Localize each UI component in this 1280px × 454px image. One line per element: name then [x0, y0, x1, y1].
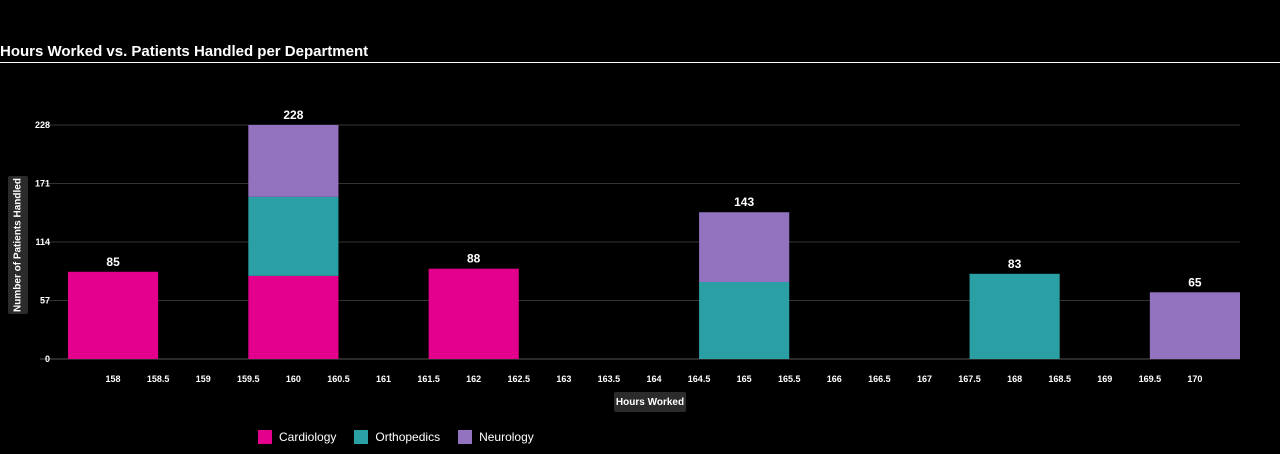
x-tick-label: 162.5 — [508, 374, 531, 384]
x-tick-labels: 158 158.5 159 159.5 160 160.5 161 161.5 162 162.5… — [106, 374, 1203, 384]
bar-neurology-165[interactable] — [699, 212, 790, 283]
x-tick-label: 166.5 — [868, 374, 891, 384]
legend-label-cardiology: Cardiology — [279, 430, 337, 444]
total-labels: 85 228 88 143 83 65 — [106, 108, 1202, 289]
x-tick-label: 160.5 — [327, 374, 350, 384]
bar-orthopedics-168[interactable] — [969, 273, 1060, 359]
y-tick-label: 171 — [35, 179, 50, 189]
legend-swatch-orthopedics — [354, 430, 369, 444]
x-tick-label: 165.5 — [778, 374, 801, 384]
x-tick-label: 163.5 — [598, 374, 621, 384]
legend-label-orthopedics: Orthopedics — [375, 430, 441, 444]
total-label: 65 — [1188, 275, 1202, 289]
x-tick-label: 169 — [1097, 374, 1112, 384]
x-tick-label: 160 — [286, 374, 301, 384]
x-tick-label: 162 — [466, 374, 481, 384]
legend-label-neurology: Neurology — [479, 430, 534, 444]
legend-swatch-neurology — [458, 430, 473, 444]
x-tick-label: 167 — [917, 374, 932, 384]
gridlines — [40, 124, 1240, 360]
bar-neurology-160[interactable] — [248, 125, 339, 197]
x-tick-label: 164 — [646, 374, 661, 384]
y-tick-label: 57 — [40, 296, 50, 306]
bar-orthopedics-160[interactable] — [248, 196, 339, 276]
y-tick-label: 114 — [35, 237, 50, 247]
x-tick-label: 168 — [1007, 374, 1022, 384]
total-label: 83 — [1008, 257, 1022, 271]
y-axis-label: Number of Patients Handled — [12, 178, 24, 312]
total-label: 85 — [106, 255, 120, 269]
x-tick-label: 168.5 — [1048, 374, 1071, 384]
x-tick-label: 166 — [827, 374, 842, 384]
x-tick-label: 159.5 — [237, 374, 260, 384]
x-tick-label: 163 — [556, 374, 571, 384]
x-axis-label: Hours Worked — [614, 392, 686, 412]
legend-swatch-cardiology — [258, 430, 272, 444]
x-tick-label: 165 — [737, 374, 752, 384]
y-tick-label: 228 — [35, 120, 50, 130]
x-tick-label: 164.5 — [688, 374, 711, 384]
y-axis-label-background — [8, 176, 28, 314]
total-label: 143 — [734, 195, 754, 209]
x-tick-label: 158 — [106, 374, 121, 384]
total-label: 228 — [283, 108, 303, 122]
bars — [68, 125, 1240, 359]
chart-title: Hours Worked vs. Patients Handled per De… — [0, 43, 369, 60]
y-tick-labels: 0 57 114 171 228 — [35, 120, 50, 364]
bar-cardiology-160[interactable] — [248, 275, 339, 359]
bar-cardiology-158[interactable] — [68, 271, 159, 359]
x-tick-label: 167.5 — [958, 374, 981, 384]
total-label: 88 — [467, 252, 481, 266]
x-tick-label: 170 — [1187, 374, 1202, 384]
x-tick-label: 159 — [196, 374, 211, 384]
title-divider — [0, 62, 1280, 63]
legend-item-cardiology[interactable]: Cardiology — [258, 430, 336, 444]
bar-orthopedics-165[interactable] — [699, 282, 790, 359]
legend-item-neurology[interactable]: Neurology — [458, 430, 534, 444]
x-tick-label: 161 — [376, 374, 391, 384]
bar-neurology-170[interactable] — [1149, 292, 1240, 359]
x-tick-label: 158.5 — [147, 374, 170, 384]
x-tick-label: 169.5 — [1139, 374, 1162, 384]
x-tick-label: 161.5 — [417, 374, 440, 384]
bar-cardiology-162[interactable] — [428, 268, 519, 359]
y-tick-label: 0 — [45, 354, 50, 364]
legend-item-orthopedics[interactable]: Orthopedics — [354, 430, 440, 444]
legend: Cardiology Orthopedics Neurology — [258, 430, 534, 444]
